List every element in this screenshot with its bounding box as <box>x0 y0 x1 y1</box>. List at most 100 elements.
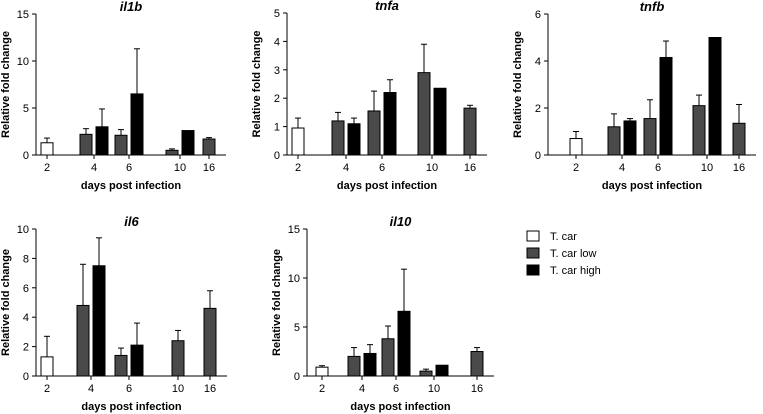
chart-title: il10 <box>390 214 412 229</box>
y-tick-label: 1 <box>274 122 280 134</box>
y-axis-label: Relative fold change <box>512 31 524 138</box>
bar-t-car-high-day-6 <box>130 344 144 377</box>
x-tick-label: 2 <box>319 383 325 395</box>
x-tick-label: 10 <box>174 162 186 174</box>
x-tick-label: 2 <box>44 162 50 174</box>
legend-swatch-t-car-high <box>526 264 540 276</box>
y-tick-label: 3 <box>274 65 280 77</box>
bar-t-car-day-2 <box>315 366 329 377</box>
bar-t-car-day-2 <box>40 356 54 377</box>
bar-t-car-low-day-10 <box>419 370 433 377</box>
legend-label-t-car-high: T. car high <box>550 265 601 277</box>
legend-label-t-car-low: T. car low <box>550 248 597 260</box>
x-axis-label: days post infection <box>81 180 182 192</box>
legend: T. car T. car low T. car high <box>526 230 601 277</box>
y-tick-label: 10 <box>288 273 300 285</box>
x-tick-label: 16 <box>464 162 476 174</box>
bar-t-car-low-day-16 <box>203 307 217 377</box>
x-tick-label: 4 <box>619 162 625 174</box>
x-tick-label: 6 <box>379 162 385 174</box>
bar-t-car-low-day-6 <box>114 354 128 377</box>
bar-t-car-day-2 <box>569 138 583 156</box>
chart-panel-il1b: il1b 0 5 10 15 2 4 6 10 16 days post infection Rela… <box>0 0 226 192</box>
bar-t-car-day-2 <box>291 127 305 156</box>
x-tick-label: 2 <box>44 383 50 395</box>
y-tick-label: 4 <box>535 56 541 68</box>
bar-t-car-high-day-4 <box>623 120 637 156</box>
x-tick-label: 4 <box>88 383 94 395</box>
bar-t-car-low-day-10 <box>417 72 431 156</box>
y-tick-label: 8 <box>23 253 29 265</box>
y-axis-label: Relative fold change <box>251 31 263 138</box>
bar-t-car-high-day-10 <box>435 364 449 377</box>
chart-title: tnfb <box>640 0 665 14</box>
bar-t-car-low-day-6 <box>381 338 395 377</box>
bar-t-car-low-day-16 <box>732 122 746 156</box>
chart-title: il6 <box>124 214 139 229</box>
x-axis-label: days post infection <box>81 401 182 413</box>
y-tick-label: 4 <box>23 312 29 324</box>
x-tick-label: 6 <box>655 162 661 174</box>
x-axis-label: days post infection <box>602 180 703 192</box>
bar-t-car-high-day-10 <box>433 87 447 156</box>
bar-t-car-high-day-6 <box>397 310 411 377</box>
bar-t-car-low-day-10 <box>171 340 185 377</box>
x-axis-label: days post infection <box>350 401 451 413</box>
x-tick-label: 6 <box>126 162 132 174</box>
y-tick-label: 0 <box>23 371 29 383</box>
x-tick-label: 4 <box>359 383 365 395</box>
x-tick-label: 4 <box>91 162 97 174</box>
bar-t-car-low-day-10 <box>692 105 706 156</box>
bar-t-car-low-day-6 <box>367 110 381 156</box>
x-tick-label: 2 <box>295 162 301 174</box>
y-tick-label: 0 <box>23 150 29 162</box>
bar-t-car-day-2 <box>40 142 54 156</box>
x-tick-label: 10 <box>426 162 438 174</box>
bar-t-car-low-day-6 <box>114 134 128 156</box>
x-tick-label: 16 <box>203 162 215 174</box>
y-tick-label: 10 <box>17 56 29 68</box>
chart-title: tnfa <box>375 0 399 13</box>
bar-t-car-low-day-16 <box>463 107 477 156</box>
y-tick-label: 10 <box>17 224 29 236</box>
x-tick-label: 16 <box>471 383 483 395</box>
bar-t-car-low-day-4 <box>347 355 361 377</box>
x-tick-label: 6 <box>393 383 399 395</box>
x-tick-label: 10 <box>172 383 184 395</box>
bar-t-car-high-day-10 <box>181 130 195 156</box>
y-tick-label: 4 <box>274 36 280 48</box>
y-axis-label: Relative fold change <box>0 249 12 356</box>
chart-panel-il10: il10 0 5 10 15 2 4 6 10 16 days post infection Rela… <box>271 214 494 413</box>
y-tick-label: 0 <box>294 371 300 383</box>
bar-t-car-low-day-4 <box>607 126 621 156</box>
bar-t-car-low-day-10 <box>165 149 179 156</box>
legend-swatch-t-car <box>526 230 540 242</box>
bar-t-car-low-day-4 <box>79 133 93 156</box>
y-tick-label: 2 <box>274 93 280 105</box>
y-tick-label: 5 <box>23 103 29 115</box>
bar-t-car-high-day-4 <box>347 123 361 156</box>
x-tick-label: 10 <box>428 383 440 395</box>
x-tick-label: 16 <box>733 162 745 174</box>
x-tick-label: 4 <box>343 162 349 174</box>
bar-t-car-high-day-10 <box>708 37 722 156</box>
chart-title: il1b <box>120 0 142 14</box>
y-axis-label: Relative fold change <box>0 31 12 138</box>
x-tick-label: 6 <box>126 383 132 395</box>
y-tick-label: 0 <box>274 150 280 162</box>
x-tick-label: 10 <box>701 162 713 174</box>
y-tick-label: 5 <box>274 8 280 20</box>
y-tick-label: 15 <box>288 224 300 236</box>
x-tick-label: 16 <box>204 383 216 395</box>
bar-t-car-low-day-16 <box>202 138 216 156</box>
y-tick-label: 0 <box>535 150 541 162</box>
bar-t-car-high-day-4 <box>92 265 106 377</box>
y-tick-label: 5 <box>294 322 300 334</box>
y-tick-label: 6 <box>535 9 541 21</box>
bar-t-car-high-day-6 <box>130 93 144 156</box>
bar-t-car-high-day-4 <box>95 126 109 156</box>
chart-panel-il6: il6 0 2 4 6 8 10 2 4 6 10 16 days post infection Rela… <box>0 214 227 413</box>
y-axis-label: Relative fold change <box>271 249 283 356</box>
bar-t-car-high-day-6 <box>659 56 673 156</box>
